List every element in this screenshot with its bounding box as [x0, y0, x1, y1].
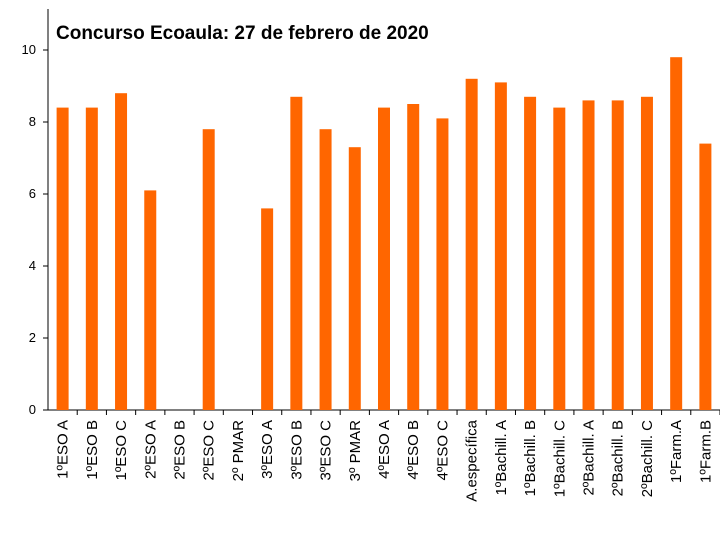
bar: [407, 104, 420, 410]
bar: [261, 208, 274, 410]
x-tick-label: 1ºBachill. C: [551, 420, 568, 497]
x-tick-label: 2ºESO A: [142, 420, 159, 479]
x-tick-label: 1ºFarm.A: [668, 420, 685, 483]
x-tick-label: 4ºESO B: [405, 420, 422, 480]
x-tick-label: 2ºBachill. C: [639, 420, 656, 497]
bar: [582, 100, 595, 411]
x-tick-label: 1ºESO A: [55, 420, 72, 479]
x-tick-label: 2º PMAR: [230, 420, 247, 481]
bar: [319, 129, 332, 410]
bar: [524, 96, 537, 411]
bar: [144, 190, 157, 410]
x-tick-label: 1ºESO B: [84, 420, 101, 480]
bar: [56, 107, 69, 410]
x-tick-label: 1ºBachill. A: [493, 420, 510, 496]
bar: [85, 107, 98, 410]
y-tick-label: 2: [29, 330, 36, 345]
x-tick-label: 2ºBachill. A: [581, 420, 598, 496]
x-tick-label: 1ºFarm.B: [697, 420, 714, 483]
bar: [465, 78, 478, 411]
bar: [348, 147, 361, 410]
chart-title: Concurso Ecoaula: 27 de febrero de 2020: [56, 23, 429, 44]
bar: [115, 93, 128, 410]
x-tick-label: A.específica: [464, 419, 481, 501]
x-tick-label: 1ºESO C: [113, 420, 130, 481]
y-tick-label: 4: [29, 258, 36, 273]
x-tick-label: 2ºBachill. B: [610, 420, 627, 496]
y-tick-label: 6: [29, 186, 36, 201]
x-tick-label: 1ºBachill. B: [522, 420, 539, 496]
y-tick-label: 10: [22, 42, 36, 57]
bars: [56, 57, 712, 411]
x-tick-label: 2ºESO C: [201, 420, 218, 481]
x-tick-label: 3º PMAR: [347, 420, 364, 481]
bar: [640, 96, 653, 411]
x-ticks: 1ºESO A 1ºESO B 1ºESO C 2ºESO A 2ºESO B 2ºESO…: [55, 410, 720, 502]
bar: [699, 143, 712, 410]
y-tick-label: 8: [29, 114, 36, 129]
bar: [670, 57, 683, 410]
x-tick-label: 2ºESO B: [171, 420, 188, 480]
bar: [202, 129, 215, 410]
bar: [290, 96, 303, 411]
x-tick-label: 4ºESO A: [376, 420, 393, 479]
x-tick-label: 3ºESO A: [259, 420, 276, 479]
bar: [494, 82, 507, 411]
y-tick-label: 0: [29, 402, 36, 417]
bar: [553, 107, 566, 410]
x-tick-label: 3ºESO C: [318, 420, 335, 481]
x-tick-label: 4ºESO C: [434, 420, 451, 481]
y-ticks: 0 2 4 6 8 10: [22, 42, 48, 417]
bar: [611, 100, 624, 411]
x-tick-label: 3ºESO B: [288, 420, 305, 480]
bar: [378, 107, 390, 410]
bar: [436, 118, 449, 411]
